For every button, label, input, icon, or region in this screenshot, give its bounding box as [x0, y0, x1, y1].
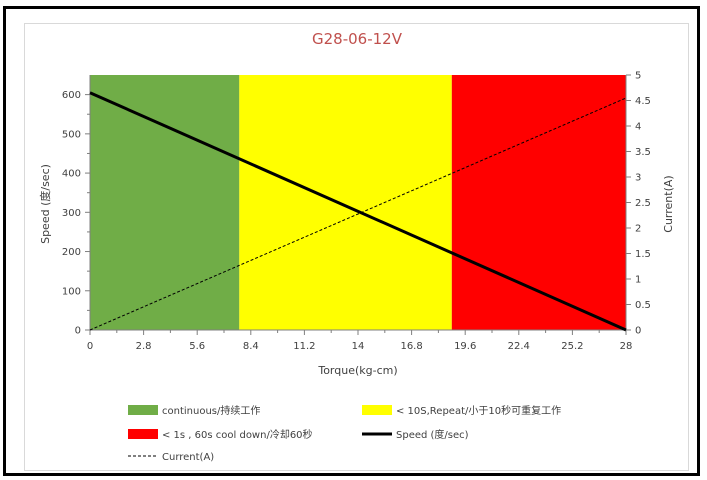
- y-tick-label: 200: [62, 247, 81, 258]
- x-tick-label: 14: [352, 341, 365, 352]
- legend: continuous/持续工作 < 10S,Repeat/小于10秒可重复工作 < …: [128, 404, 561, 463]
- y2-tick-label: 4: [635, 122, 641, 133]
- x-tick-label: 0: [87, 341, 93, 352]
- legend-item-1: < 10S,Repeat/小于10秒可重复工作: [362, 404, 561, 417]
- series-lines: [89, 91, 627, 332]
- y2-tick-label: 1: [635, 275, 641, 286]
- zone-bands: [90, 75, 626, 330]
- x-tick-label: 16.8: [400, 341, 422, 352]
- legend-label: Current(A): [162, 452, 214, 463]
- y-tick-label: 100: [62, 286, 81, 297]
- x-tick-label: 11.2: [293, 341, 315, 352]
- series-line-1: [89, 97, 627, 331]
- y2-tick-label: 4.5: [635, 96, 651, 107]
- y2-tick-label: 0: [635, 326, 641, 337]
- legend-swatch: [128, 429, 158, 439]
- x-tick-label: 19.6: [454, 341, 476, 352]
- x-tick-label: 25.2: [561, 341, 583, 352]
- legend-item-3: Speed (度/sec): [362, 428, 469, 441]
- y-tick-label: 0: [75, 326, 81, 337]
- y2-tick-label: 3: [635, 173, 641, 184]
- legend-item-2: < 1s , 60s cool down/冷却60秒: [128, 428, 313, 441]
- x-tick-label: 5.6: [189, 341, 205, 352]
- chart-title: G28-06-12V: [312, 30, 403, 48]
- legend-swatch: [362, 405, 392, 415]
- series-line-0: [89, 91, 627, 332]
- legend-label: Speed (度/sec): [396, 428, 469, 441]
- legend-item-4: Current(A): [128, 452, 214, 463]
- y2-tick-label: 5: [635, 71, 641, 82]
- band-1: [239, 75, 452, 330]
- legend-label: continuous/持续工作: [162, 404, 260, 417]
- y2-axis-title: Current(A): [662, 175, 675, 232]
- y-tick-label: 500: [62, 129, 81, 140]
- band-0: [90, 75, 240, 330]
- legend-item-0: continuous/持续工作: [128, 404, 260, 417]
- y-tick-label: 300: [62, 208, 81, 219]
- y-tick-label: 400: [62, 169, 81, 180]
- legend-label: < 10S,Repeat/小于10秒可重复工作: [396, 404, 561, 417]
- legend-label: < 1s , 60s cool down/冷却60秒: [162, 428, 313, 441]
- x-tick-label: 2.8: [136, 341, 152, 352]
- x-axis-title: Torque(kg-cm): [317, 364, 397, 377]
- y-axis-title: Speed (度/sec): [38, 164, 52, 244]
- y2-tick-label: 1.5: [635, 249, 651, 260]
- axes: 0 2.8 5.6 8.4 11.2 14 16.8 19.6 22.4 25.2 28010020…: [62, 71, 651, 353]
- y-tick-label: 600: [62, 90, 81, 101]
- y2-tick-label: 0.5: [635, 300, 651, 311]
- x-tick-label: 22.4: [508, 341, 530, 352]
- x-tick-label: 8.4: [243, 341, 259, 352]
- band-2: [451, 75, 626, 330]
- y2-tick-label: 2.5: [635, 198, 651, 209]
- y2-tick-label: 2: [635, 224, 641, 235]
- legend-swatch: [128, 405, 158, 415]
- x-tick-label: 28: [620, 341, 633, 352]
- y2-tick-label: 3.5: [635, 147, 651, 158]
